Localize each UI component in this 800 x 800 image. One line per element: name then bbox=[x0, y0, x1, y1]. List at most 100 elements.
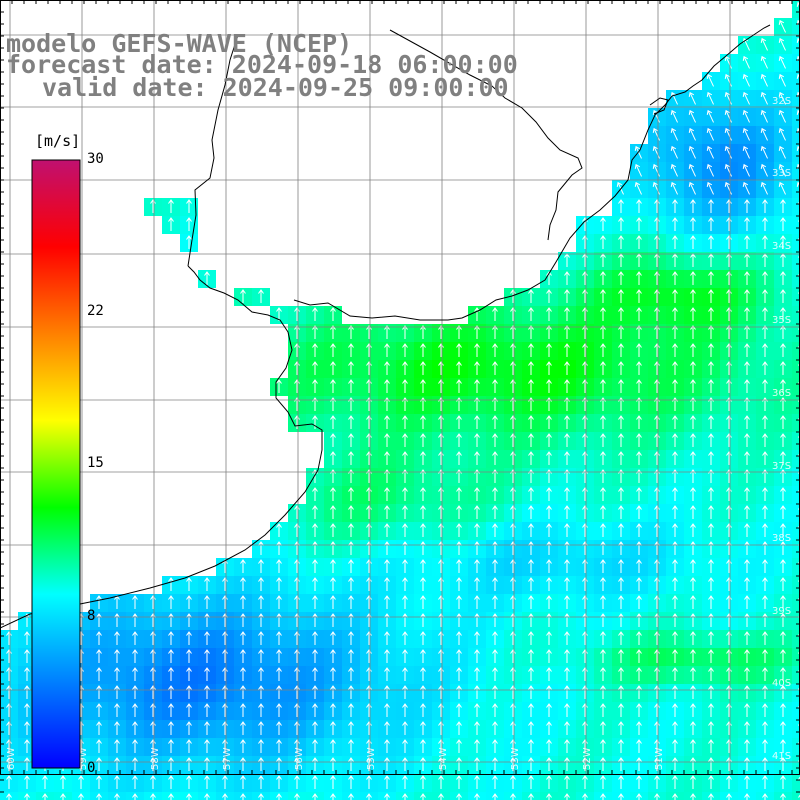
wind-arrow bbox=[778, 55, 786, 69]
wind-arrow bbox=[276, 703, 282, 717]
wind-arrow bbox=[654, 577, 660, 591]
wind-arrow bbox=[240, 577, 246, 591]
wind-arrow bbox=[186, 199, 192, 213]
wind-arrow bbox=[690, 433, 696, 447]
wind-arrow bbox=[132, 685, 138, 699]
wind-arrows bbox=[6, 1, 800, 800]
wind-arrow bbox=[654, 451, 660, 465]
wind-arrow bbox=[582, 487, 588, 501]
wind-arrow bbox=[204, 649, 210, 663]
wind-arrow bbox=[132, 703, 138, 717]
wind-arrow bbox=[726, 595, 732, 609]
wind-arrow bbox=[312, 613, 318, 627]
wind-arrow bbox=[654, 505, 660, 519]
wind-arrow bbox=[384, 433, 390, 447]
wind-arrow bbox=[24, 631, 30, 645]
wind-arrow bbox=[420, 379, 426, 393]
wind-arrow bbox=[24, 667, 30, 681]
wind-arrow bbox=[438, 577, 444, 591]
wind-arrow bbox=[168, 775, 174, 789]
wind-arrow bbox=[348, 739, 354, 753]
wind-cell bbox=[792, 144, 800, 162]
wind-arrow bbox=[294, 649, 300, 663]
wind-arrow bbox=[708, 739, 714, 753]
wind-arrow bbox=[492, 541, 498, 555]
wind-arrow bbox=[474, 667, 480, 681]
wind-arrow bbox=[744, 325, 750, 339]
wind-arrow bbox=[672, 379, 678, 393]
wind-arrow bbox=[744, 595, 750, 609]
wind-arrow bbox=[366, 649, 372, 663]
wind-arrow bbox=[726, 343, 732, 357]
wind-arrow bbox=[276, 739, 282, 753]
wind-arrow bbox=[582, 505, 588, 519]
wind-arrow bbox=[582, 793, 588, 800]
wind-arrow bbox=[654, 775, 660, 789]
wind-arrow bbox=[762, 721, 768, 735]
wind-arrow bbox=[492, 379, 498, 393]
wind-arrow bbox=[780, 667, 786, 681]
wind-arrow bbox=[510, 451, 516, 465]
wind-arrow bbox=[600, 559, 606, 573]
wind-arrow bbox=[528, 667, 534, 681]
wind-arrow bbox=[240, 667, 246, 681]
wind-arrow bbox=[636, 217, 642, 231]
wind-arrow bbox=[652, 163, 660, 177]
wind-arrow bbox=[240, 775, 246, 789]
coastline-segment bbox=[187, 34, 239, 267]
wind-arrow bbox=[330, 415, 336, 429]
wind-arrow bbox=[564, 595, 570, 609]
wind-arrow bbox=[742, 55, 750, 69]
wind-arrow bbox=[744, 721, 750, 735]
wind-arrow bbox=[366, 577, 372, 591]
wind-arrow bbox=[780, 379, 786, 393]
wind-arrow bbox=[456, 793, 462, 800]
wind-arrow bbox=[258, 793, 264, 800]
wind-arrow bbox=[744, 793, 750, 800]
wind-arrow bbox=[348, 559, 354, 573]
wind-arrow bbox=[706, 127, 714, 141]
wind-arrow bbox=[636, 505, 642, 519]
wind-arrow bbox=[438, 649, 444, 663]
wind-arrow bbox=[222, 631, 228, 645]
wind-arrow bbox=[24, 649, 30, 663]
wind-arrow bbox=[546, 793, 552, 800]
wind-arrow bbox=[528, 649, 534, 663]
lon-label: 57W bbox=[222, 747, 233, 770]
wind-arrow bbox=[726, 541, 732, 555]
wind-arrow bbox=[564, 343, 570, 357]
wind-arrow bbox=[294, 775, 300, 789]
wind-arrow bbox=[474, 649, 480, 663]
wind-arrow bbox=[222, 703, 228, 717]
wind-arrow bbox=[726, 487, 732, 501]
wind-arrow bbox=[330, 631, 336, 645]
wind-arrow bbox=[168, 757, 174, 771]
wind-arrow bbox=[600, 379, 606, 393]
wind-arrow bbox=[168, 217, 174, 231]
wind-arrow bbox=[186, 577, 192, 591]
wind-arrow bbox=[6, 685, 12, 699]
wind-arrow bbox=[778, 127, 786, 141]
wind-arrow bbox=[690, 631, 696, 645]
wind-arrow bbox=[510, 343, 516, 357]
wind-arrow bbox=[312, 325, 318, 339]
model-title: modelo GEFS-WAVE (NCEP) bbox=[6, 29, 353, 58]
wind-arrow bbox=[186, 721, 192, 735]
wind-arrow bbox=[636, 757, 642, 771]
wind-arrow bbox=[744, 541, 750, 555]
wind-arrow bbox=[582, 379, 588, 393]
wind-arrow bbox=[742, 91, 750, 105]
wind-arrow bbox=[294, 721, 300, 735]
wind-cell bbox=[792, 18, 800, 36]
wind-arrow bbox=[384, 631, 390, 645]
wind-arrow bbox=[96, 703, 102, 717]
wind-arrow bbox=[438, 685, 444, 699]
wind-arrow bbox=[474, 613, 480, 627]
wind-arrow bbox=[96, 667, 102, 681]
wind-arrow bbox=[384, 523, 390, 537]
wind-arrow bbox=[636, 361, 642, 375]
wind-cell bbox=[792, 90, 800, 108]
wind-arrow bbox=[744, 199, 750, 213]
wind-arrow bbox=[618, 361, 624, 375]
wind-arrow bbox=[582, 595, 588, 609]
